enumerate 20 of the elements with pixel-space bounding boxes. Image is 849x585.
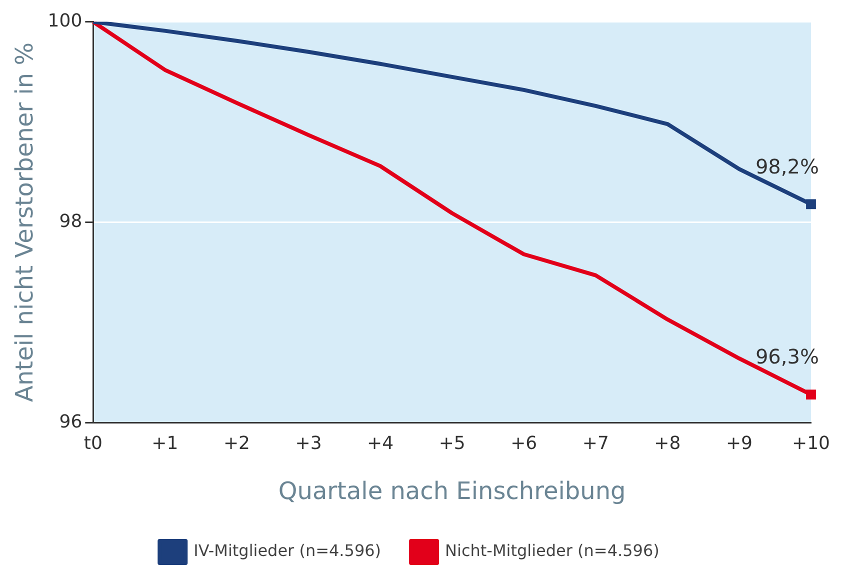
annotation: 98,2% xyxy=(755,154,819,178)
x-tick-label: +10 xyxy=(792,433,830,454)
x-tick-label: +1 xyxy=(152,433,178,454)
x-tick-label: +4 xyxy=(367,433,394,454)
y-tick-label: 100 xyxy=(48,10,82,32)
x-tick-label: +2 xyxy=(223,433,250,454)
x-tick-label: +5 xyxy=(438,433,466,454)
y-tick-label: 98 xyxy=(59,210,82,232)
x-tick-label: +3 xyxy=(295,433,322,454)
legend-label: IV-Mitglieder (n=4.596) xyxy=(194,541,382,560)
x-tick-label: +6 xyxy=(510,433,538,454)
legend-label: Nicht-Mitglieder (n=4.596) xyxy=(445,541,660,560)
x-axis-title: Quartale nach Einschreibung xyxy=(278,476,626,505)
x-tick-label: t0 xyxy=(84,433,102,454)
y-tick-label: 96 xyxy=(59,411,82,432)
y-axis-title: Anteil nicht Verstorbener in % xyxy=(10,42,39,402)
annotation: 96,3% xyxy=(755,344,819,369)
x-tick-label: +7 xyxy=(582,433,609,454)
x-tick-label: +9 xyxy=(726,433,752,454)
x-tick-label: +8 xyxy=(654,433,681,454)
